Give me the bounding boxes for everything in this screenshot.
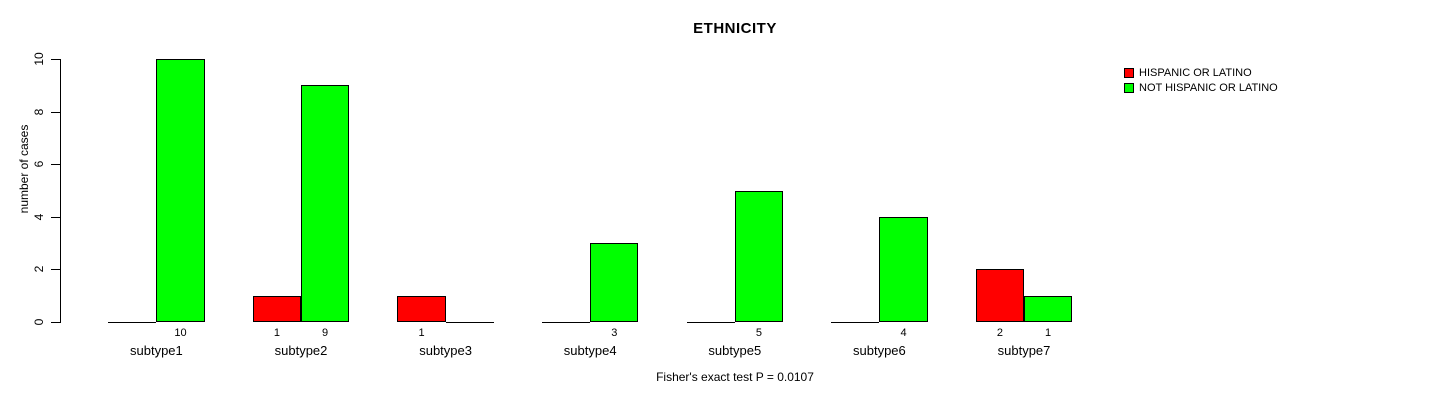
y-tick	[51, 269, 60, 271]
legend-label: NOT HISPANIC OR LATINO	[1139, 81, 1278, 94]
y-tick-label: 8	[32, 108, 46, 115]
bar	[397, 295, 446, 322]
bar	[156, 59, 205, 322]
y-tick-label: 2	[32, 266, 46, 273]
zero-height-bar	[108, 322, 157, 323]
y-tick	[51, 111, 60, 113]
bar-value-label: 1	[418, 327, 425, 339]
x-category-label: subtype2	[274, 343, 328, 358]
bar-value-label: 1	[273, 327, 280, 339]
y-tick	[51, 164, 60, 166]
x-category-label: subtype7	[997, 343, 1051, 358]
y-axis-line	[60, 59, 61, 323]
y-tick	[51, 216, 60, 218]
bar	[252, 295, 301, 322]
bar-value-label: 3	[611, 327, 618, 339]
bar	[879, 216, 928, 322]
y-tick-label: 0	[32, 318, 46, 326]
zero-height-bar	[542, 322, 591, 323]
bar-value-label: 1	[1045, 327, 1052, 339]
zero-height-bar	[686, 322, 735, 323]
x-category-label: subtype5	[708, 343, 762, 358]
bar-value-label: 5	[755, 327, 762, 339]
bar	[590, 243, 639, 322]
annotation-text: Fisher's exact test P = 0.0107	[656, 370, 814, 384]
bar-value-label: 4	[900, 327, 907, 339]
bar	[734, 190, 783, 322]
legend-label: HISPANIC OR LATINO	[1139, 66, 1252, 79]
bar-value-label: 2	[996, 327, 1003, 339]
legend-item: HISPANIC OR LATINO	[1124, 65, 1278, 80]
legend: HISPANIC OR LATINO NOT HISPANIC OR LATINO	[1124, 65, 1278, 95]
legend-swatch-icon	[1124, 67, 1134, 78]
bar	[975, 269, 1024, 322]
bar-value-label: 10	[174, 327, 187, 339]
zero-height-bar	[831, 322, 880, 323]
zero-height-bar	[445, 322, 494, 323]
legend-swatch-icon	[1124, 82, 1134, 93]
bar-value-label: 9	[322, 327, 329, 339]
x-category-label: subtype6	[853, 343, 906, 358]
x-category-label: subtype3	[419, 343, 472, 358]
x-category-label: subtype1	[130, 343, 183, 358]
y-tick-label: 6	[32, 160, 46, 168]
bar	[1024, 295, 1073, 322]
y-tick	[51, 322, 60, 323]
bar	[301, 85, 350, 322]
y-tick-label: 10	[32, 52, 46, 66]
y-tick-label: 4	[32, 213, 46, 221]
y-axis-title: number of cases	[17, 124, 31, 214]
y-tick	[51, 59, 60, 60]
legend-item: NOT HISPANIC OR LATINO	[1124, 80, 1278, 95]
x-category-label: subtype4	[563, 343, 617, 358]
chart-title: ETHNICITY	[693, 20, 777, 37]
